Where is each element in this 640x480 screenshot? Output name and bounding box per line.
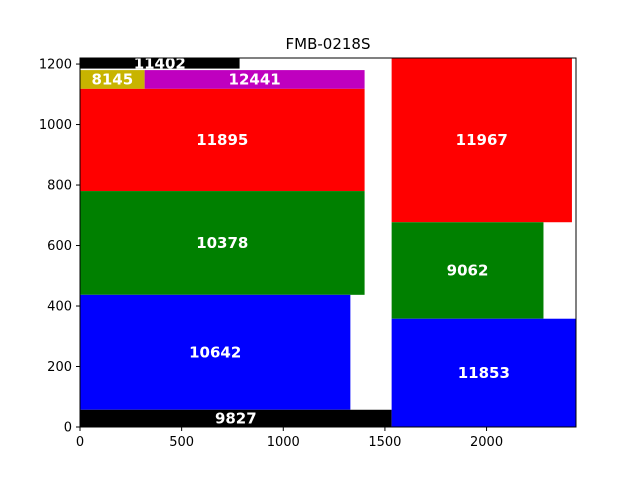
y-tick-label-800: 800: [47, 179, 72, 194]
bar-label-12441: 12441: [229, 70, 281, 88]
bar-8145: [80, 70, 145, 89]
bar-label-11895: 11895: [196, 131, 248, 149]
y-tick-label-600: 600: [47, 239, 72, 254]
bar-label-9827: 9827: [215, 409, 257, 427]
y-tick-label-0: 0: [64, 421, 72, 436]
bar-label-10378: 10378: [196, 234, 248, 252]
bar-10642: [80, 294, 351, 410]
y-tick-label-1200: 1200: [39, 58, 72, 73]
bar-label-11853: 11853: [458, 364, 510, 382]
chart-title: FMB-0218S: [286, 35, 371, 53]
bar-10378: [80, 191, 365, 295]
bar-11967: [391, 58, 572, 223]
x-tick-label-500: 500: [169, 435, 194, 450]
y-tick-label-1000: 1000: [39, 118, 72, 133]
bar-11402: [80, 58, 240, 69]
plot-frame: [79, 57, 577, 428]
bar-11853: [391, 318, 576, 427]
x-tick-label-0: 0: [76, 435, 84, 450]
x-tick-label-2000: 2000: [470, 435, 503, 450]
bar-9827: [80, 409, 392, 427]
bar-9062: [391, 222, 544, 319]
bar-label-11967: 11967: [456, 131, 508, 149]
bar-label-10642: 10642: [189, 343, 241, 361]
bar-12441: [144, 70, 365, 89]
bar-label-9062: 9062: [447, 261, 489, 279]
axes-layer: 0 500 1000 1500 2000 0 200 400 600 800 1000 1200: [39, 57, 577, 450]
bar-11895: [80, 88, 365, 192]
bar-label-11402: 11402: [134, 54, 186, 72]
x-tick-label-1500: 1500: [368, 435, 401, 450]
x-tick-label-1000: 1000: [267, 435, 300, 450]
y-tick-label-400: 400: [47, 300, 72, 315]
bar-label-8145: 8145: [91, 70, 133, 88]
y-tick-label-200: 200: [47, 360, 72, 375]
